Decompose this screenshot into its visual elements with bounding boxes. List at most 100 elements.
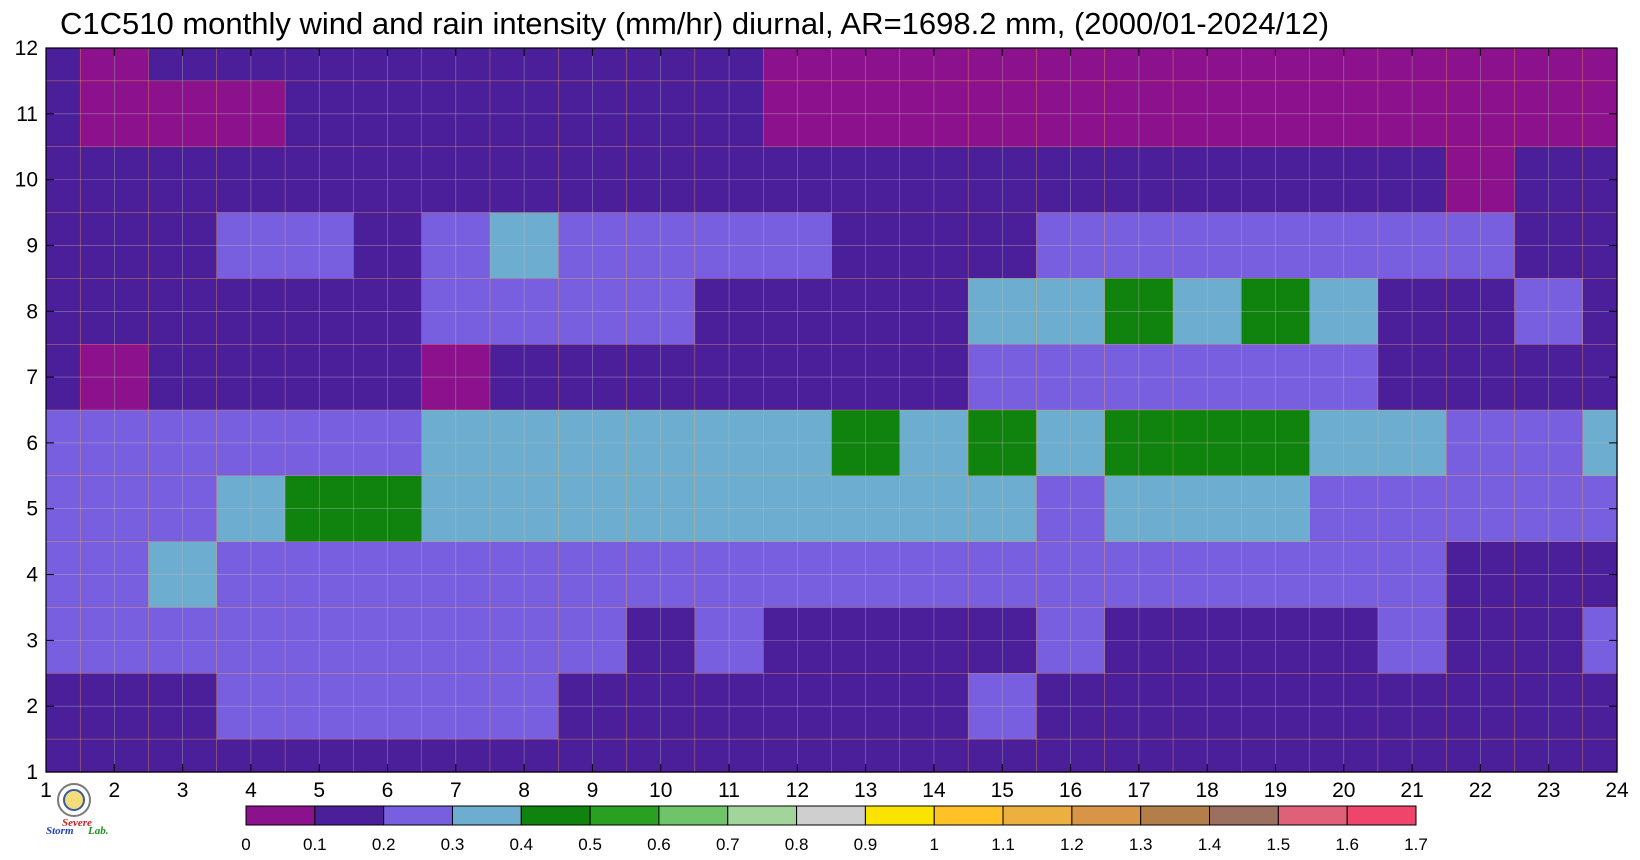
colorbar-label: 1.7	[1404, 835, 1428, 854]
heatmap-cell	[1377, 344, 1448, 411]
x-tick-label: 3	[177, 779, 189, 802]
colorbar-label: 1.5	[1267, 835, 1291, 854]
x-tick-label: 7	[450, 779, 462, 802]
colorbar-segment	[1071, 805, 1142, 826]
heatmap-cell	[626, 278, 696, 345]
colorbar-segment	[451, 805, 522, 826]
heatmap-cell	[148, 278, 218, 345]
heatmap-cell	[1309, 475, 1379, 543]
x-tick-label: 9	[587, 779, 599, 802]
heatmap-cell	[1582, 738, 1618, 773]
colorbar-label: 1.1	[991, 835, 1015, 854]
plot-area	[45, 47, 1618, 773]
heatmap-cell	[79, 409, 150, 477]
heatmap-cell	[694, 344, 764, 411]
y-tick-label: 1	[26, 761, 38, 784]
heatmap-cell	[148, 475, 218, 543]
heatmap-cell	[148, 409, 218, 477]
y-tick-label: 11	[16, 103, 38, 126]
y-tick-label: 4	[26, 564, 38, 587]
heatmap-cell	[1377, 409, 1448, 477]
colorbar-segment	[864, 805, 935, 826]
heatmap-cell	[421, 344, 491, 411]
heatmap-cell	[1104, 475, 1174, 543]
heatmap-cell	[1036, 278, 1106, 345]
colorbar-segment	[933, 805, 1004, 826]
heatmap-cell	[1309, 409, 1379, 477]
y-tick-label: 3	[26, 629, 38, 652]
heatmap-cell	[694, 278, 764, 345]
heatmap-cell	[79, 344, 150, 411]
colorbar-label: 0.8	[785, 835, 809, 854]
lab-logo: Severe Storm Lab.	[46, 783, 108, 837]
x-tick-label: 12	[786, 779, 809, 802]
heatmap-cell	[284, 409, 355, 477]
x-tick-label: 2	[108, 779, 120, 802]
colorbar-segment	[245, 805, 316, 826]
heatmap-cell	[353, 409, 423, 477]
x-tick-label: 19	[1264, 779, 1287, 802]
x-tick-label: 22	[1469, 779, 1492, 802]
colorbar: 0 0.1 0.2 0.3 0.4 0.5 0.6 0.7 0.8 0.9 1 1.1 1.2 1.3 1.…	[241, 805, 1428, 854]
heatmap-cell	[45, 738, 81, 773]
heatmap-cell	[967, 409, 1038, 477]
heatmap-cell	[1036, 344, 1106, 411]
x-tick-label: 14	[922, 779, 946, 802]
colorbar-label: 0.2	[372, 835, 396, 854]
x-tick-label: 1	[40, 779, 52, 802]
heatmap-cell	[967, 278, 1038, 345]
colorbar-segment	[1346, 805, 1417, 826]
x-tick-label: 20	[1332, 779, 1355, 802]
heatmap-cell	[353, 344, 423, 411]
colorbar-label: 0.9	[854, 835, 878, 854]
x-tick-label: 4	[245, 779, 257, 802]
plot-frame	[45, 47, 1618, 773]
colorbar-label: 0.5	[578, 835, 602, 854]
colorbar-segment	[1140, 805, 1211, 826]
x-tick-label: 18	[1195, 779, 1218, 802]
chart-title: C1C510 monthly wind and rain intensity (…	[60, 6, 1329, 41]
colorbar-label: 0.3	[441, 835, 465, 854]
colorbar-label: 0	[241, 835, 250, 854]
logo-text-top: Severe	[62, 817, 92, 829]
colorbar-segment	[1209, 805, 1279, 826]
x-tick-label: 13	[854, 779, 877, 802]
heatmap-cell	[1036, 409, 1106, 477]
colorbar-segment	[727, 805, 798, 826]
x-tick-label: 10	[649, 779, 672, 802]
heatmap-cell	[421, 409, 491, 477]
heatmap-cell	[1377, 278, 1448, 345]
heatmap-cell	[626, 409, 696, 477]
heatmap-cell	[1309, 278, 1379, 345]
heatmap-cell	[626, 344, 696, 411]
heatmap-cell	[353, 278, 423, 345]
x-tick-label: 17	[1127, 779, 1150, 802]
colorbar-segment	[520, 805, 591, 826]
y-tick-label: 12	[15, 37, 38, 60]
colorbar-label: 1	[930, 835, 939, 854]
colorbar-segment	[1002, 805, 1073, 826]
y-tick-label: 7	[26, 366, 38, 389]
logo-text-suffix: Lab.	[87, 825, 108, 837]
colorbar-label: 0.6	[647, 835, 671, 854]
colorbar-label: 1.4	[1198, 835, 1222, 854]
y-tick-label: 8	[26, 300, 38, 323]
x-tick-label: 16	[1059, 779, 1082, 802]
x-tick-label: 6	[382, 779, 394, 802]
heatmap-cell	[1309, 344, 1379, 411]
y-tick-label: 2	[26, 695, 38, 718]
heatmap-cell	[148, 344, 218, 411]
heatmap-cell	[1104, 278, 1174, 345]
colorbar-segment	[314, 805, 385, 826]
y-tick-label: 5	[26, 498, 38, 521]
heatmap-cell	[284, 344, 355, 411]
heatmap-cell	[421, 278, 491, 345]
x-tick-label: 8	[518, 779, 530, 802]
heatmap-cell	[1377, 475, 1448, 543]
y-tick-label: 9	[26, 234, 38, 257]
x-tick-label: 21	[1400, 779, 1423, 802]
colorbar-segment	[658, 805, 729, 826]
heatmap-cell	[1104, 409, 1174, 477]
colorbar-label: 0.1	[303, 835, 327, 854]
